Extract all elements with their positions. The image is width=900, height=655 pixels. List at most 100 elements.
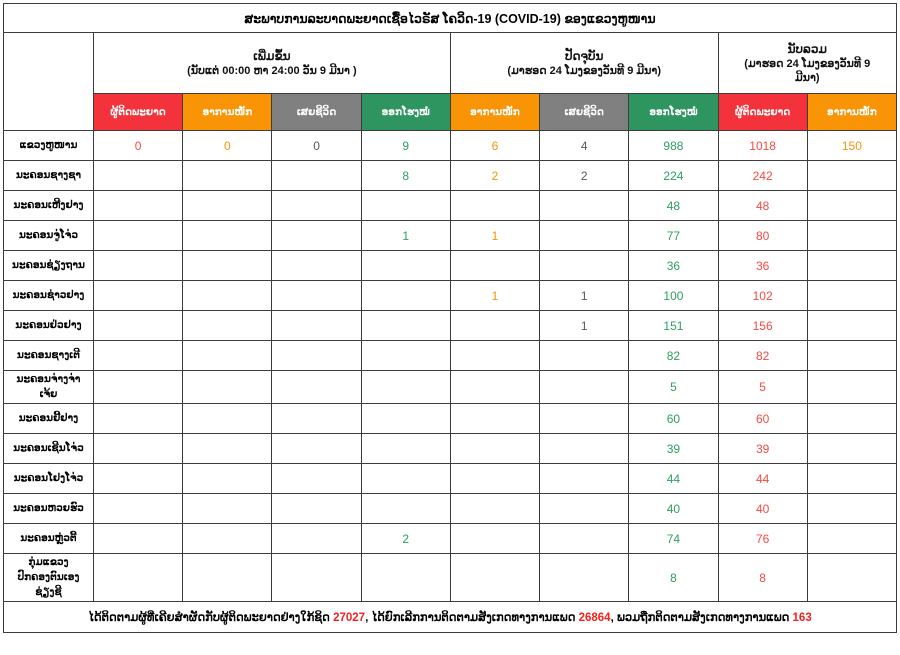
covid-situation-sheet: ສະພາບການລະບາດພະຍາດເຊື້ອໄວຣັສ ໂຄວິດ-19 (C…: [3, 3, 898, 633]
column-group-current: ປັດຈຸບັນ (ມາຮອດ 24 ໂມງຂອງວັນທີ 9 ມີນາ): [449, 32, 719, 94]
value-cell: [271, 280, 362, 311]
table-row: ນະຄອນຢ່ວຢາງ 1 151 156: [3, 310, 898, 341]
value-cell: [539, 553, 630, 602]
value-cell: [360, 403, 451, 434]
group-title: ເພີ່ມຂຶ້ນ: [253, 48, 291, 63]
value-cell: 60: [628, 403, 719, 434]
value-cell: [806, 523, 898, 554]
value-cell: [806, 310, 898, 341]
value-cell: 36: [628, 250, 719, 281]
value-cell: 102: [717, 280, 808, 311]
group-subtitle: (ມາຮອດ 24 ໂມງຂອງວັນທີ 9 ມີນາ): [507, 64, 661, 77]
value-cell: [360, 370, 451, 404]
value-cell: [271, 340, 362, 371]
table-row: ນະຄອນຈູ່ໂຈ່ວ 1 1 77 80: [3, 220, 898, 251]
value-cell: [449, 433, 541, 464]
row-label: ນະຄອນຈູ່ໂຈ່ວ: [3, 220, 94, 251]
value-cell: [92, 493, 184, 524]
value-cell: 1018: [717, 130, 808, 161]
value-cell: 150: [806, 130, 898, 161]
column-header-severe: ອາການໜັກ: [449, 93, 541, 131]
value-cell: 100: [628, 280, 719, 311]
value-cell: [182, 190, 273, 221]
value-cell: [182, 310, 273, 341]
row-label: ແຂວງຫູໜານ: [3, 130, 94, 161]
group-title: ປັດຈຸບັນ: [564, 48, 604, 63]
table-row: ນະຄອນຊ່າວຢາງ 1 1 100 102: [3, 280, 898, 311]
footer-text: , ໄດ້ຍົກເລີກການຕິດຕາມສັງເກດທາງການແພດ: [365, 612, 579, 624]
column-header-severe: ອາການໜັກ: [182, 93, 273, 131]
value-cell: [539, 190, 630, 221]
value-cell: 40: [628, 493, 719, 524]
value-cell: 74: [628, 523, 719, 554]
page-title: ສະພາບການລະບາດພະຍາດເຊື້ອໄວຣັສ ໂຄວິດ-19 (C…: [3, 3, 897, 33]
value-cell: [806, 433, 898, 464]
value-cell: 1: [539, 280, 630, 311]
value-cell: 76: [717, 523, 808, 554]
value-cell: [806, 220, 898, 251]
value-cell: [92, 553, 184, 602]
row-label: ນະຄອນຫຼ່ວຕີ້: [3, 523, 94, 554]
table-row: ນະຄອນເຫີງຢາງ 48 48: [3, 190, 898, 221]
column-group-new: ເພີ່ມຂຶ້ນ (ນັບແຕ່ 00:00 ຫາ 24:00 ວັນ 9 ມ…: [93, 32, 451, 94]
value-cell: [360, 553, 451, 602]
value-cell: 1: [449, 280, 541, 311]
value-cell: [92, 160, 184, 191]
value-cell: [806, 403, 898, 434]
value-cell: [271, 523, 362, 554]
value-cell: [806, 280, 898, 311]
footer-text: , ພວມຖືກຕິດຕາມສັງເກດທາງການແພດ: [610, 612, 793, 624]
column-header-discharged: ອອກໂຮງໝໍ: [628, 93, 719, 131]
value-cell: [182, 493, 273, 524]
table-body: ແຂວງຫູໜານ 0 0 0 9 6 4 988 1018 150 ນະຄອນຊາງຊາ 8 2 2 22…: [3, 130, 898, 602]
value-cell: [92, 433, 184, 464]
value-cell: [806, 160, 898, 191]
value-cell: 242: [717, 160, 808, 191]
group-title: ນັບລວມ: [787, 41, 827, 56]
value-cell: [806, 340, 898, 371]
value-cell: 1: [539, 310, 630, 341]
value-cell: [360, 463, 451, 494]
value-cell: [271, 433, 362, 464]
value-cell: [806, 190, 898, 221]
row-label: ນະຄອນຫວຍຮົວ: [3, 493, 94, 524]
row-label: ນະຄອນຈ່າງຈ່າ ເຈ້ຍ: [3, 370, 94, 404]
value-cell: [92, 190, 184, 221]
value-cell: [92, 523, 184, 554]
value-cell: 224: [628, 160, 719, 191]
row-label: ນະຄອນຢີ້ຢາງ: [3, 403, 94, 434]
corner-cell: [3, 32, 94, 131]
column-header-infected: ຜູ້ຕິດພະຍາດ: [717, 93, 808, 131]
footer-count-traced: 27027: [333, 612, 366, 624]
value-cell: [92, 340, 184, 371]
value-cell: 151: [628, 310, 719, 341]
value-cell: [806, 370, 898, 404]
value-cell: [271, 190, 362, 221]
row-label: ນະຄອນເຊີນໂຈ່ວ: [3, 433, 94, 464]
value-cell: [182, 340, 273, 371]
column-header-severe: ອາການໜັກ: [806, 93, 898, 131]
value-cell: 44: [717, 463, 808, 494]
value-cell: 2: [539, 160, 630, 191]
value-cell: [271, 493, 362, 524]
value-cell: 0: [92, 130, 184, 161]
footer-count-monitoring: 163: [792, 612, 812, 624]
value-cell: 77: [628, 220, 719, 251]
row-label: ນະຄອນຊ່ຽງຖານ: [3, 250, 94, 281]
value-cell: [449, 553, 541, 602]
value-cell: 1: [449, 220, 541, 251]
value-cell: [539, 433, 630, 464]
row-label: ນະຄອນຊາງເຕີ: [3, 340, 94, 371]
value-cell: [539, 403, 630, 434]
group-subtitle: (ມາຮອດ 24 ໂມງຂອງວັນທີ 9 ມີນາ): [744, 57, 871, 84]
value-cell: [182, 433, 273, 464]
value-cell: [449, 370, 541, 404]
value-cell: [271, 403, 362, 434]
table-row: ນະຄອນຫວຍຮົວ 40 40: [3, 493, 898, 524]
value-cell: [271, 370, 362, 404]
value-cell: [360, 340, 451, 371]
value-cell: 48: [628, 190, 719, 221]
value-cell: 60: [717, 403, 808, 434]
row-label: ກຸ່ມແຂວງ ປົກຄອງຕົນເອງ ຊ່ຽງຊີ: [3, 553, 94, 602]
column-header-discharged: ອອກໂຮງໝໍ: [360, 93, 451, 131]
